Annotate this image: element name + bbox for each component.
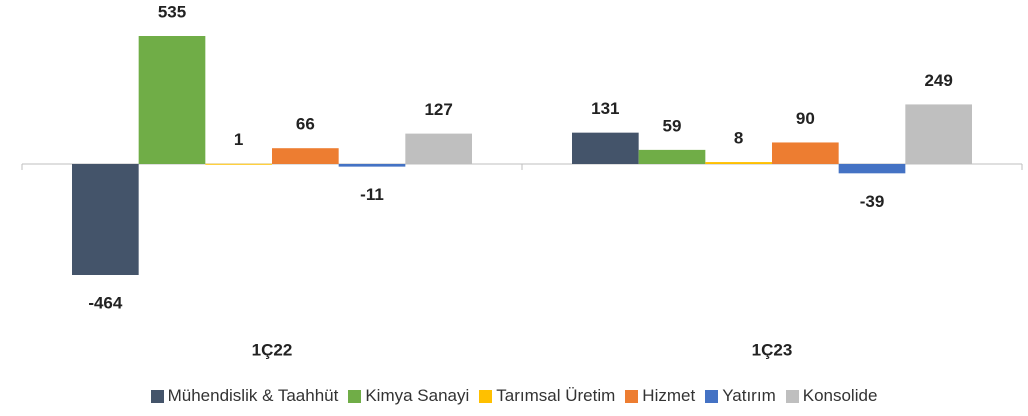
legend-swatch	[705, 389, 719, 403]
data-label: -464	[88, 293, 123, 312]
bar	[772, 142, 839, 164]
data-label: 131	[591, 99, 619, 118]
data-label: -39	[860, 192, 885, 211]
data-label: -11	[360, 185, 384, 204]
legend-label: Tarımsal Üretim	[496, 386, 616, 405]
bar	[338, 163, 406, 167]
data-label: 66	[296, 115, 315, 134]
legend-item: Yatırım	[705, 386, 776, 406]
legend-label: Kimya Sanayi	[365, 386, 470, 405]
bar	[205, 163, 272, 165]
legend-swatch	[150, 389, 164, 403]
category-label: 1Ç22	[252, 340, 293, 359]
legend-item: Tarımsal Üretim	[479, 386, 615, 406]
data-label: 535	[158, 2, 186, 21]
legend-swatch	[479, 389, 493, 403]
bar	[838, 163, 906, 174]
data-label: 59	[663, 116, 682, 135]
legend-swatch	[625, 389, 639, 403]
bar	[72, 163, 139, 275]
legend-label: Mühendislik & Taahhüt	[167, 386, 339, 405]
data-label: 90	[796, 109, 815, 128]
legend-item: Hizmet	[625, 386, 695, 406]
legend-item: Konsolide	[785, 386, 878, 406]
bar	[272, 148, 339, 164]
data-label: 1	[234, 130, 243, 149]
legend-label: Konsolide	[802, 386, 878, 405]
legend-item: Mühendislik & Taahhüt	[150, 386, 339, 406]
bar	[405, 133, 472, 164]
legend-label: Yatırım	[722, 386, 776, 405]
bar	[705, 162, 772, 164]
data-label: 8	[734, 129, 743, 148]
category-label: 1Ç23	[752, 340, 793, 359]
bar	[638, 149, 706, 164]
legend-item: Kimya Sanayi	[348, 386, 469, 406]
chart: 1Ç22 -464 535 1 66 -11 127 1Ç23 131 59 8 90 -39 249	[21, 2, 1023, 359]
legend-swatch	[785, 389, 799, 403]
bar	[572, 132, 639, 164]
legend-label: Hizmet	[642, 386, 696, 405]
legend-swatch	[348, 389, 362, 403]
bar	[905, 104, 972, 164]
data-label: 127	[424, 100, 452, 119]
bar	[138, 36, 206, 164]
legend: Mühendislik & Taahhüt Kimya Sanayi Tarımsa…	[0, 386, 1028, 406]
data-label: 249	[924, 71, 952, 90]
